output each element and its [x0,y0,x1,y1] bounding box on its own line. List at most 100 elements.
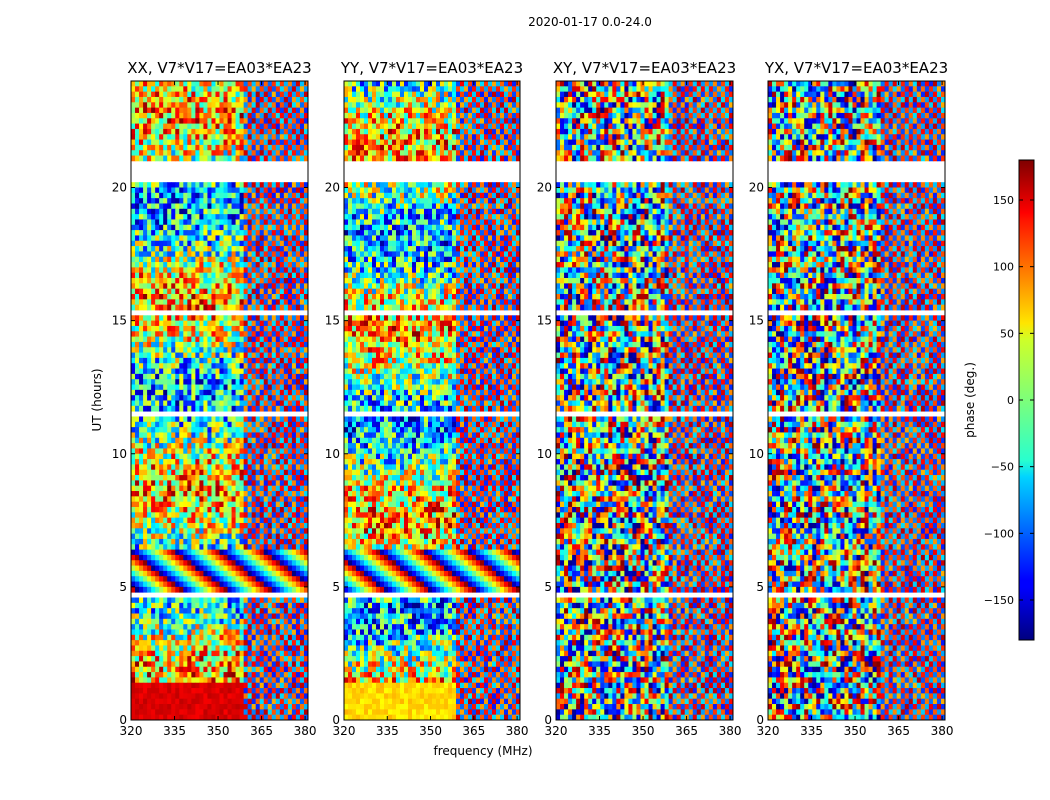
heat-cell [179,533,184,540]
heat-cell [299,421,305,428]
heat-cell [163,688,168,694]
heat-cell [255,155,261,162]
heat-cell [147,214,152,220]
heat-cell [211,198,216,204]
heat-cell [299,517,305,524]
heat-cell [143,576,148,582]
heat-cell [183,246,188,252]
heat-cell [195,714,200,721]
heat-cell [147,224,152,231]
heat-cell [155,278,160,284]
heat-cell [275,608,281,614]
heat-cell [203,634,208,641]
heat-cell [275,496,281,503]
heat-cell [227,586,232,593]
heat-cell [183,389,188,396]
heat-cell [231,288,236,295]
heat-cell [203,368,208,375]
heat-cell [211,107,216,114]
heat-cell [143,533,148,540]
heat-cell [263,251,269,258]
heat-cell [299,112,305,119]
heat-cell [155,475,160,481]
heat-cell [299,192,305,199]
heat-cell [163,192,168,199]
heat-cell [243,251,249,258]
heat-cell [167,400,172,407]
heat-cell [223,325,228,332]
heat-cell [303,288,309,295]
heat-cell [247,347,253,353]
heat-cell [131,246,136,252]
heat-cell [203,134,208,140]
heat-cell [151,640,156,646]
heat-cell [259,341,265,348]
heat-cell [299,640,305,646]
heat-cell [223,96,228,103]
heat-cell [235,469,241,476]
heat-cell [235,608,241,614]
heat-cell [247,134,253,140]
heat-cell [255,528,261,535]
heat-cell [287,581,293,588]
heat-cell [183,230,188,236]
heat-cell [211,134,216,140]
heat-cell [175,224,180,231]
heat-cell [299,368,305,375]
heat-cell [267,240,273,247]
heat-cell [259,128,265,135]
heat-cell [247,112,253,119]
heat-cell [287,347,293,353]
heat-cell [291,368,297,375]
heat-cell [199,224,204,231]
heat-cell [231,123,236,130]
heat-cell [239,528,245,535]
heat-cell [195,507,200,513]
heat-cell [159,549,164,556]
heat-cell [187,155,192,162]
heat-cell [283,400,289,407]
heat-cell [259,400,265,407]
heat-cell [279,538,285,545]
heat-cell [155,480,160,487]
heat-cell [179,554,184,561]
heat-cell [267,416,273,423]
heat-cell [143,214,148,220]
heat-cell [239,379,245,385]
heat-cell [147,144,152,151]
heat-cell [167,395,172,401]
heat-cell [171,219,176,226]
heat-cell [295,459,301,465]
heat-cell [143,432,148,439]
heat-cell [259,602,265,609]
heat-cell [187,304,192,311]
heat-cell [147,363,152,369]
heat-cell [179,320,184,327]
heat-cell [235,693,241,700]
heat-cell [219,405,224,412]
heat-cell [211,368,216,375]
heat-cell [299,485,305,492]
heat-cell [199,501,204,508]
heat-cell [263,230,269,236]
heat-cell [147,81,152,87]
heat-cell [171,570,176,577]
heat-cell [235,251,241,258]
heat-cell [159,336,164,343]
heat-cell [147,267,152,274]
heat-cell [259,384,265,391]
heat-cell [155,91,160,98]
heat-cell [163,123,168,130]
heat-cell [183,182,188,188]
heat-cell [215,294,220,300]
heat-cell [131,405,136,412]
heat-cell [159,480,164,487]
heat-cell [215,320,220,327]
heat-cell [191,570,196,577]
heat-cell [227,363,232,369]
heat-cell [227,634,232,641]
heat-cell [295,214,301,220]
heat-cell [179,709,184,716]
heat-cell [303,469,309,476]
heat-cell [139,352,144,359]
